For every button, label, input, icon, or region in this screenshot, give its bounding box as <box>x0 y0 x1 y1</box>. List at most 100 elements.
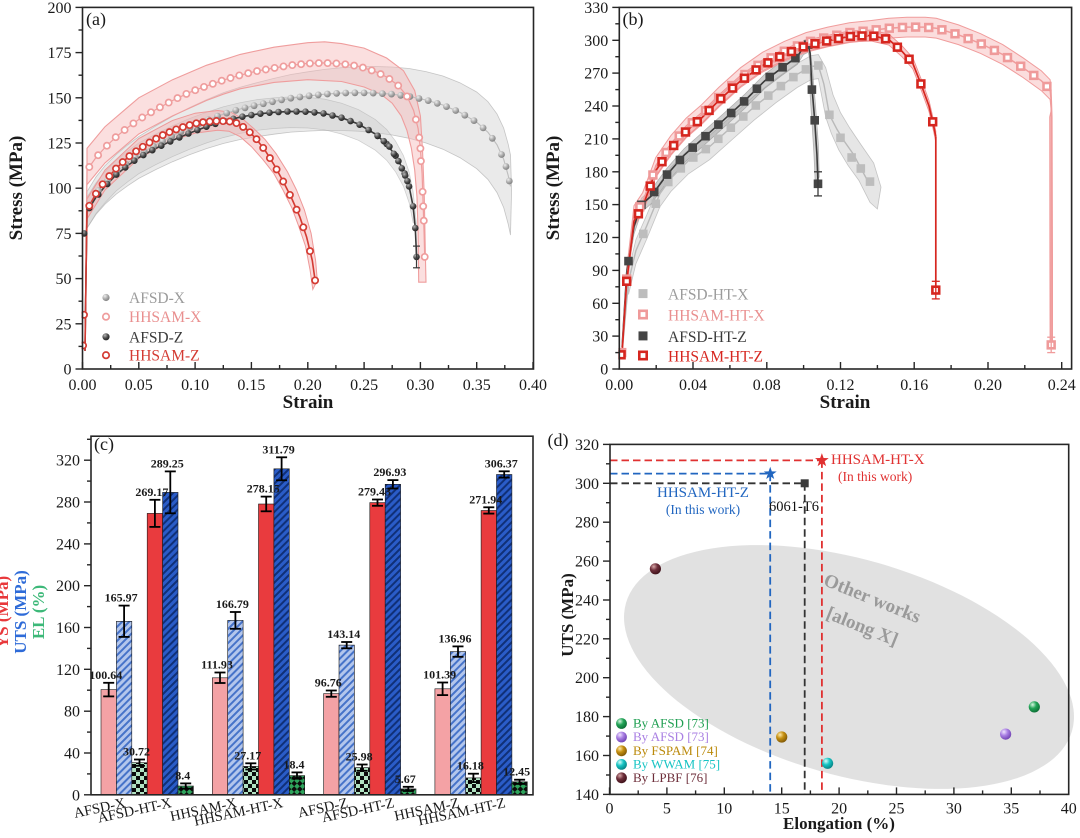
svg-text:15: 15 <box>774 800 790 817</box>
svg-text:25: 25 <box>889 800 905 817</box>
svg-text:(d): (d) <box>548 430 569 451</box>
svg-text:120: 120 <box>584 230 608 247</box>
svg-text:0: 0 <box>64 362 72 379</box>
svg-text:0.04: 0.04 <box>679 377 707 394</box>
svg-text:278.15: 278.15 <box>247 482 280 496</box>
svg-text:25: 25 <box>56 316 72 333</box>
svg-text:75: 75 <box>56 226 72 243</box>
svg-text:125: 125 <box>48 136 72 153</box>
svg-text:0.35: 0.35 <box>463 377 491 394</box>
svg-text:25.98: 25.98 <box>346 750 373 764</box>
svg-text:30: 30 <box>592 329 608 346</box>
svg-text:330: 330 <box>584 0 608 17</box>
svg-text:311.79: 311.79 <box>262 442 294 456</box>
svg-text:296.93: 296.93 <box>373 465 406 479</box>
svg-text:269.17: 269.17 <box>135 485 168 499</box>
svg-text:0: 0 <box>606 800 614 817</box>
svg-text:300: 300 <box>584 33 608 50</box>
svg-text:0.05: 0.05 <box>125 377 153 394</box>
svg-text:280: 280 <box>575 515 599 532</box>
svg-text:(a): (a) <box>86 9 106 30</box>
svg-text:260: 260 <box>575 554 599 571</box>
svg-text:0: 0 <box>600 362 608 379</box>
svg-text:0.00: 0.00 <box>605 377 633 394</box>
svg-text:120: 120 <box>56 662 80 679</box>
svg-text:320: 320 <box>575 437 599 454</box>
svg-text:HHSAM-HT-Z: HHSAM-HT-Z <box>668 349 763 366</box>
svg-text:0.20: 0.20 <box>294 377 322 394</box>
svg-text:240: 240 <box>56 536 80 553</box>
svg-text:50: 50 <box>56 271 72 288</box>
svg-text:96.76: 96.76 <box>315 676 342 690</box>
svg-text:0: 0 <box>72 787 80 804</box>
svg-text:AFSD-HT-X: AFSD-HT-X <box>668 287 748 304</box>
svg-text:300: 300 <box>575 476 599 493</box>
svg-text:By AFSD [73]: By AFSD [73] <box>633 716 709 731</box>
svg-text:111.93: 111.93 <box>201 658 233 672</box>
svg-text:6061-T6: 6061-T6 <box>769 499 819 515</box>
svg-text:16.18: 16.18 <box>457 759 484 773</box>
svg-text:(c): (c) <box>94 434 114 455</box>
svg-text:YS (MPa): YS (MPa) <box>0 576 12 648</box>
svg-text:0.08: 0.08 <box>753 377 781 394</box>
svg-text:101.39: 101.39 <box>423 668 456 682</box>
svg-text:80: 80 <box>64 704 80 721</box>
svg-text:8.4: 8.4 <box>175 768 190 782</box>
svg-text:Strain: Strain <box>820 392 871 413</box>
svg-text:5: 5 <box>663 800 671 817</box>
svg-text:320: 320 <box>56 453 80 470</box>
svg-text:140: 140 <box>575 787 599 804</box>
svg-text:By AFSD [73]: By AFSD [73] <box>633 729 709 744</box>
svg-text:175: 175 <box>48 45 72 62</box>
svg-text:200: 200 <box>48 0 72 17</box>
svg-text:30.72: 30.72 <box>123 745 150 759</box>
svg-text:HHSAM-Z: HHSAM-Z <box>129 348 200 365</box>
svg-text:10: 10 <box>716 800 732 817</box>
svg-text:(b): (b) <box>623 9 644 30</box>
svg-text:By WWAM [75]: By WWAM [75] <box>633 756 720 771</box>
svg-text:20: 20 <box>831 800 847 817</box>
svg-text:200: 200 <box>575 670 599 687</box>
svg-text:HHSAM-HT-X: HHSAM-HT-X <box>668 308 765 325</box>
svg-text:UTS (MPa): UTS (MPa) <box>11 570 30 654</box>
svg-text:AFSD-HT-Z: AFSD-HT-Z <box>668 329 747 346</box>
svg-text:UTS (MPa): UTS (MPa) <box>558 573 577 657</box>
svg-text:165.97: 165.97 <box>105 591 138 605</box>
svg-text:220: 220 <box>575 631 599 648</box>
svg-text:AFSD-Z: AFSD-Z <box>129 329 183 346</box>
svg-text:0.00: 0.00 <box>69 377 97 394</box>
svg-text:240: 240 <box>584 99 608 116</box>
svg-text:0.12: 0.12 <box>827 377 855 394</box>
svg-text:279.43: 279.43 <box>358 485 391 499</box>
svg-text:160: 160 <box>575 748 599 765</box>
svg-text:60: 60 <box>592 296 608 313</box>
svg-text:Elongation (%): Elongation (%) <box>783 814 895 833</box>
svg-text:180: 180 <box>575 709 599 726</box>
svg-text:HHSAM-HT-X: HHSAM-HT-X <box>831 452 925 468</box>
svg-text:166.79: 166.79 <box>216 597 249 611</box>
svg-text:Stress (MPa): Stress (MPa) <box>6 136 27 241</box>
svg-text:27.17: 27.17 <box>234 748 261 762</box>
svg-text:Strain: Strain <box>283 392 334 413</box>
svg-text:30: 30 <box>946 800 962 817</box>
svg-text:0.10: 0.10 <box>181 377 209 394</box>
svg-text:0.16: 0.16 <box>900 377 928 394</box>
svg-text:HHSAM-X: HHSAM-X <box>129 309 201 326</box>
svg-text:0.24: 0.24 <box>1048 377 1076 394</box>
svg-text:100.64: 100.64 <box>89 668 122 682</box>
svg-text:100: 100 <box>48 181 72 198</box>
svg-text:240: 240 <box>575 593 599 610</box>
svg-text:EL (%): EL (%) <box>29 585 48 639</box>
svg-text:HHSAM-HT-Z: HHSAM-HT-Z <box>657 485 749 501</box>
svg-text:180: 180 <box>584 164 608 181</box>
svg-text:(In this work): (In this work) <box>666 502 740 517</box>
svg-text:0.40: 0.40 <box>519 377 547 394</box>
svg-text:18.4: 18.4 <box>284 757 305 771</box>
svg-text:40: 40 <box>64 746 80 763</box>
svg-text:200: 200 <box>56 578 80 595</box>
svg-text:289.25: 289.25 <box>151 456 184 470</box>
svg-text:40: 40 <box>1061 800 1077 817</box>
svg-text:By LPBF [76]: By LPBF [76] <box>633 770 707 785</box>
svg-text:160: 160 <box>56 620 80 637</box>
svg-text:0.15: 0.15 <box>237 377 265 394</box>
